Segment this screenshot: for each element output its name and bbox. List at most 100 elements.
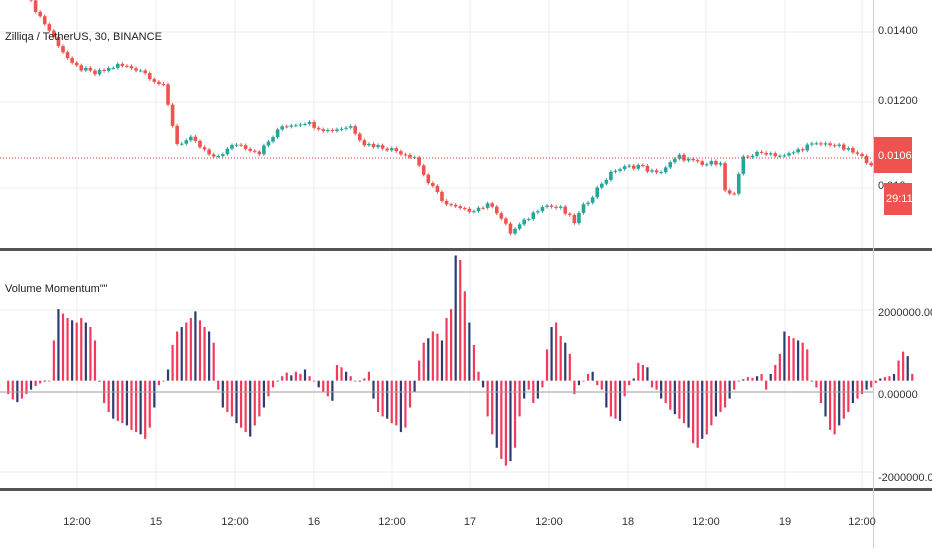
momentum-bar: [834, 381, 836, 435]
candle-body: [111, 68, 115, 69]
candle-body: [705, 164, 709, 165]
candle-body: [404, 154, 408, 155]
candle-body: [285, 126, 289, 127]
candle-body: [230, 145, 234, 149]
momentum-bar: [295, 372, 297, 381]
momentum-bar: [400, 381, 402, 432]
momentum-bar: [802, 343, 804, 381]
momentum-bar: [372, 381, 374, 399]
momentum-bar: [733, 381, 735, 390]
candle-body: [509, 224, 513, 234]
candle-body: [554, 207, 558, 208]
candle-body: [568, 214, 572, 215]
candle-body: [216, 156, 220, 157]
candle-body: [143, 70, 147, 73]
time-tick-2: 15: [150, 516, 162, 528]
momentum-bar: [30, 381, 32, 390]
momentum-bar: [413, 381, 415, 392]
momentum-bar: [870, 381, 872, 388]
momentum-bar: [633, 378, 635, 380]
momentum-bar: [797, 340, 799, 380]
momentum-bar: [697, 381, 699, 448]
candle-body: [618, 169, 622, 171]
momentum-bar: [340, 367, 342, 380]
candle-body: [559, 207, 563, 208]
momentum-bar: [487, 381, 489, 417]
momentum-bar: [286, 373, 288, 381]
candle-body: [326, 130, 330, 131]
candle-body: [89, 68, 93, 71]
candle-body: [171, 105, 175, 126]
momentum-bar: [382, 381, 384, 417]
candle-body: [801, 149, 805, 150]
candle-body: [436, 186, 440, 192]
momentum-bar: [555, 323, 557, 381]
candle-body: [235, 145, 239, 146]
momentum-bar: [35, 381, 37, 386]
momentum-bar: [249, 381, 251, 437]
momentum-bar: [687, 381, 689, 428]
candle-body: [769, 153, 773, 154]
momentum-bar: [39, 381, 41, 384]
candle-body: [815, 143, 819, 144]
candle-body: [308, 122, 312, 124]
momentum-bar: [477, 372, 479, 381]
momentum-bar: [386, 381, 388, 419]
candle-body: [43, 16, 47, 24]
candle-body: [646, 166, 650, 172]
candle-body: [545, 206, 549, 207]
candle-body: [595, 188, 599, 198]
pane-divider-bottom[interactable]: [0, 488, 932, 491]
candle-body: [490, 203, 494, 206]
momentum-bar: [121, 381, 123, 423]
momentum-bar: [897, 361, 899, 381]
candle-body: [48, 24, 52, 31]
momentum-bar: [829, 381, 831, 430]
candle-body: [399, 151, 403, 154]
candle-body: [714, 161, 718, 165]
candle-body: [550, 206, 554, 207]
candle-body: [98, 70, 102, 74]
candle-body: [486, 203, 490, 208]
candle-body: [203, 147, 207, 149]
candle-body: [463, 208, 467, 209]
candle-body: [518, 224, 522, 228]
candle-body: [75, 63, 79, 66]
candle-body: [226, 149, 230, 155]
momentum-bar: [308, 376, 310, 380]
time-tick-8: 18: [622, 516, 634, 528]
momentum-bar: [245, 381, 247, 432]
candle-body: [262, 145, 266, 154]
momentum-bar: [806, 349, 808, 380]
time-tick-9: 12:00: [692, 516, 720, 528]
candle-body: [79, 65, 83, 70]
indicator-tick-2: 0.00000: [878, 389, 918, 401]
candle-body: [605, 180, 609, 184]
pane-divider-top[interactable]: [0, 248, 932, 251]
candle-body: [828, 143, 832, 145]
candle-body: [627, 166, 631, 167]
candle-body: [650, 170, 654, 171]
candle-body: [591, 197, 595, 202]
momentum-bar: [62, 314, 64, 381]
candle-body: [454, 205, 458, 206]
time-tick-4: 16: [308, 516, 320, 528]
candle-body: [614, 171, 618, 172]
candle-body: [139, 70, 143, 71]
candle-body: [207, 150, 211, 155]
momentum-bar: [190, 318, 192, 381]
momentum-bar: [16, 381, 18, 402]
candle-body: [440, 192, 444, 201]
momentum-bar: [770, 374, 772, 381]
momentum-bar: [231, 381, 233, 417]
momentum-bar: [464, 291, 466, 380]
candle-body: [522, 220, 526, 225]
candle-body: [34, 0, 38, 11]
momentum-bar: [359, 381, 361, 382]
candle-body: [710, 161, 714, 164]
momentum-bar: [21, 381, 23, 399]
momentum-bar: [884, 377, 886, 381]
candle-body: [495, 207, 499, 214]
